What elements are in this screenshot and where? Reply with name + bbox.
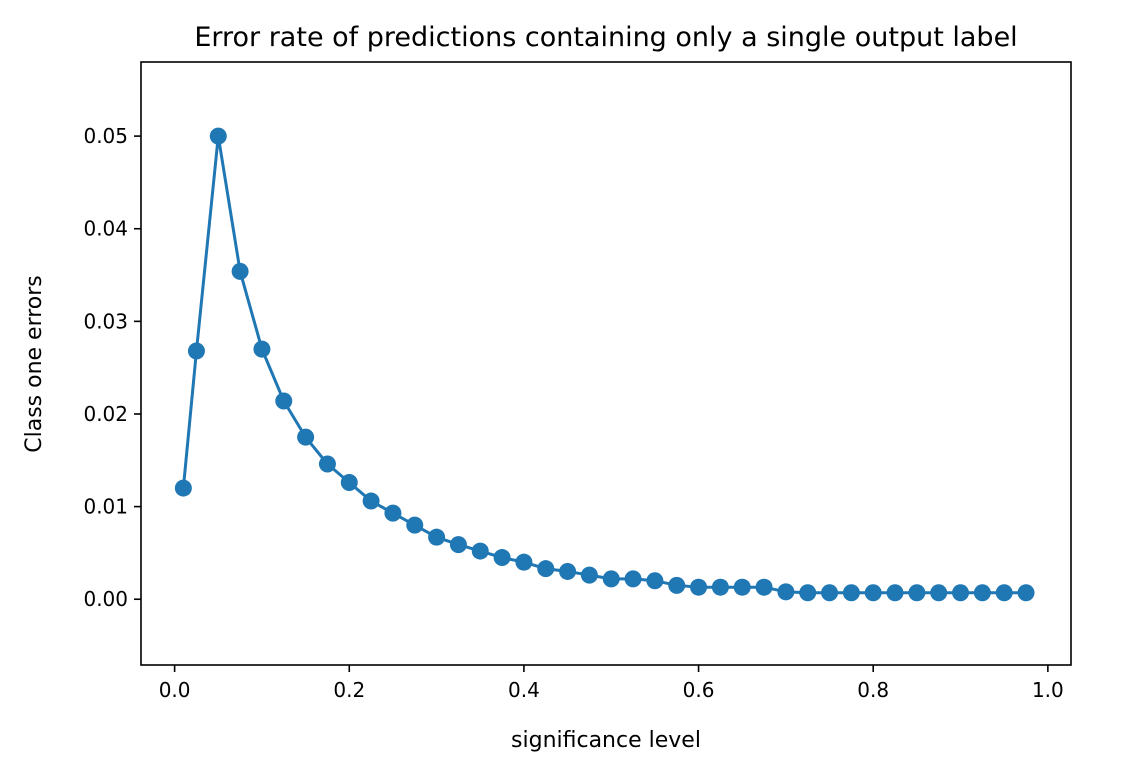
y-tick-label: 0.04 bbox=[83, 217, 128, 241]
data-point bbox=[842, 584, 860, 602]
data-point bbox=[711, 578, 729, 596]
data-point bbox=[428, 528, 446, 546]
y-tick-label: 0.05 bbox=[83, 124, 128, 148]
data-point bbox=[755, 578, 773, 596]
x-tick-label: 0.0 bbox=[159, 678, 191, 702]
y-tick-label: 0.02 bbox=[83, 402, 128, 426]
data-point bbox=[253, 340, 271, 358]
data-point bbox=[559, 562, 577, 580]
data-point bbox=[515, 553, 533, 571]
data-point bbox=[646, 572, 664, 590]
data-point bbox=[602, 570, 620, 588]
data-point bbox=[908, 584, 926, 602]
x-tick-label: 1.0 bbox=[1032, 678, 1064, 702]
y-axis: 0.00 0.01 0.02 0.03 0.04 0.05 bbox=[83, 124, 141, 611]
data-point bbox=[821, 584, 839, 602]
data-point bbox=[187, 342, 205, 360]
data-point bbox=[995, 584, 1013, 602]
y-tick-label: 0.01 bbox=[83, 495, 128, 519]
data-point bbox=[384, 504, 402, 522]
data-point bbox=[537, 560, 555, 578]
y-tick-label: 0.00 bbox=[83, 587, 128, 611]
data-point bbox=[886, 584, 904, 602]
y-tick-label: 0.03 bbox=[83, 309, 128, 333]
data-point bbox=[493, 549, 511, 567]
data-point bbox=[174, 479, 192, 497]
data-point bbox=[340, 474, 358, 492]
plot-area bbox=[174, 127, 1035, 602]
data-point bbox=[318, 455, 336, 473]
data-point bbox=[471, 542, 489, 560]
data-point bbox=[275, 392, 293, 410]
x-tick-label: 0.4 bbox=[508, 678, 540, 702]
axes-frame bbox=[140, 61, 1072, 666]
data-point bbox=[930, 584, 948, 602]
series-line bbox=[181, 134, 1027, 595]
data-point bbox=[952, 584, 970, 602]
x-tick-label: 0.6 bbox=[683, 678, 715, 702]
data-point bbox=[297, 428, 315, 446]
chart-title: Error rate of predictions containing onl… bbox=[194, 22, 1017, 53]
data-point bbox=[1017, 584, 1035, 602]
data-point bbox=[973, 584, 991, 602]
data-point bbox=[864, 584, 882, 602]
data-point bbox=[799, 584, 817, 602]
data-point bbox=[362, 492, 380, 510]
data-point bbox=[777, 583, 795, 601]
data-point bbox=[231, 262, 249, 280]
x-axis: 0.0 0.2 0.4 0.6 0.8 1.0 bbox=[159, 665, 1064, 702]
data-point bbox=[690, 578, 708, 596]
data-point bbox=[624, 570, 642, 588]
x-axis-label: significance level bbox=[511, 728, 701, 753]
data-point bbox=[449, 536, 467, 554]
data-point bbox=[209, 127, 227, 145]
data-point bbox=[580, 566, 598, 584]
data-point bbox=[406, 516, 424, 534]
y-axis-label: Class one errors bbox=[22, 275, 47, 453]
x-tick-label: 0.8 bbox=[857, 678, 889, 702]
data-point bbox=[733, 578, 751, 596]
data-point bbox=[668, 576, 686, 594]
x-tick-label: 0.2 bbox=[333, 678, 365, 702]
